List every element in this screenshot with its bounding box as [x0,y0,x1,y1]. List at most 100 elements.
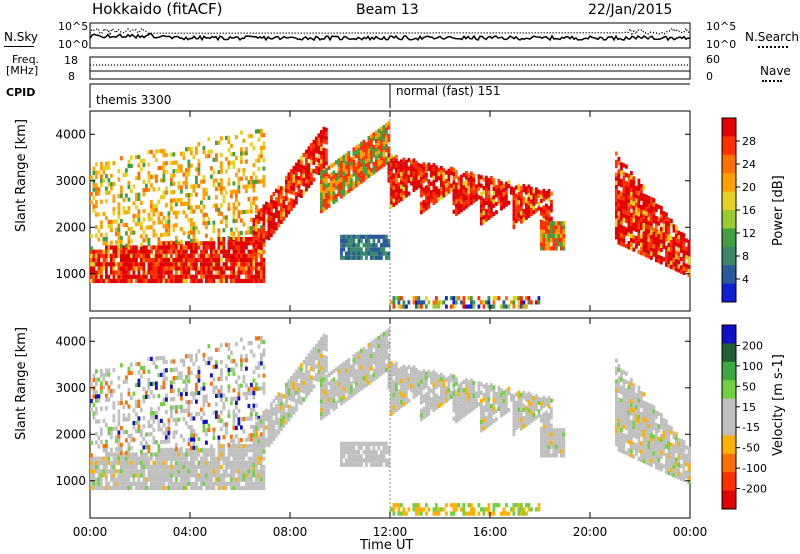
echo-cell [107,397,111,402]
echo-cell [247,249,251,254]
echo-cell [192,433,196,438]
echo-cell [117,202,121,207]
echo-cell [305,158,308,163]
echo-cell [317,133,321,138]
echo-cell [100,460,103,465]
echo-cell [245,469,248,474]
echo-cell [532,210,536,215]
echo-cell [147,162,151,167]
echo-cell [325,140,328,145]
echo-cell [437,171,441,177]
echo-cell [165,469,168,474]
echo-cell [322,135,326,140]
echo-cell [177,274,181,279]
echo-cell [105,190,108,195]
echo-cell [365,247,368,252]
echo-cell [617,198,621,203]
echo-cell [272,407,276,412]
echo-cell [180,404,183,409]
echo-cell [657,255,661,260]
echo-cell [620,199,623,204]
echo-cell [397,186,401,191]
echo-cell [630,212,633,218]
echo-cell [390,407,393,412]
echo-cell [540,242,543,247]
echo-cell [262,469,266,474]
echo-cell [297,167,301,172]
echo-cell [647,225,651,230]
echo-cell [425,413,428,418]
echo-cell [162,372,166,377]
echo-cell [150,432,153,437]
echo-cell [302,389,306,394]
echo-cell [215,249,218,254]
echo-cell [115,262,118,267]
echo-cell [677,247,681,252]
echo-cell [362,173,366,178]
echo-cell [125,274,128,279]
echo-cell [295,162,298,167]
echo-cell [395,196,398,201]
echo-cell [227,409,231,414]
echo-cell [365,255,368,260]
echo-cell [187,266,191,271]
echo-cell [125,168,128,173]
echo-cell [375,234,378,239]
echo-cell [230,262,233,267]
echo-cell [152,381,156,386]
echo-cell [490,180,493,185]
echo-cell [222,270,226,275]
echo-cell [110,240,113,245]
echo-cell [487,190,491,195]
echo-cell [532,201,536,206]
echo-cell [162,224,166,229]
echo-cell [390,300,393,305]
echo-cell [180,151,183,156]
echo-cell [202,481,206,486]
echo-cell [250,465,253,470]
echo-cell [142,456,146,461]
echo-cell [245,358,248,363]
echo-cell [637,203,641,208]
echo-cell [462,296,466,301]
echo-cell [167,422,171,427]
echo-cell [157,270,161,275]
echo-cell [205,266,208,271]
echo-cell [242,278,246,284]
echo-cell [247,241,251,246]
echo-cell [415,511,418,516]
echo-cell [137,403,141,408]
echo-cell [337,175,341,180]
echo-cell [322,371,326,376]
echo-cell [92,377,96,382]
echo-cell [285,412,288,417]
echo-cell [170,485,173,491]
echo-cell [197,270,201,275]
echo-cell [240,266,243,271]
echo-cell [292,381,296,386]
echo-cell [242,452,246,457]
echo-cell [550,233,553,238]
echo-cell [322,358,326,364]
echo-cell [402,398,406,403]
echo-cell [127,456,131,461]
echo-cell [637,195,641,200]
echo-cell [637,182,641,188]
echo-cell [122,465,126,470]
nsearch-legend-line [758,46,788,48]
echo-cell [172,434,176,439]
echo-cell [352,379,356,384]
echo-cell [162,385,166,390]
echo-cell [197,365,201,370]
echo-cell [402,393,406,398]
echo-cell [250,424,253,429]
echo-cell [382,154,386,159]
echo-cell [547,229,551,234]
echo-cell [210,485,213,491]
echo-cell [645,219,648,224]
echo-cell [547,238,551,243]
echo-cell [235,485,238,491]
echo-cell [325,161,328,166]
echo-cell [352,243,356,248]
echo-cell [100,469,103,474]
